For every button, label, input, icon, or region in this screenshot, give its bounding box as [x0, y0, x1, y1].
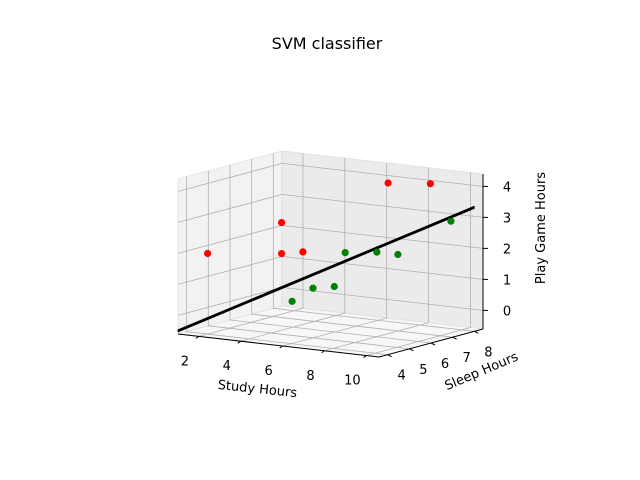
grid-line-y — [273, 307, 475, 332]
y-tick-mark — [409, 348, 414, 352]
x-tick-mark — [363, 355, 367, 358]
x-tick-label: 2 — [181, 354, 189, 369]
grid-line-z — [281, 256, 484, 280]
grid-line-y — [229, 319, 432, 344]
y-tick-label: 5 — [419, 363, 427, 378]
y-tick-mark — [474, 330, 479, 334]
data-point — [330, 282, 338, 291]
data-point — [288, 297, 296, 305]
y-tick-label: 8 — [484, 345, 492, 360]
grid-line-y — [208, 325, 410, 350]
data-point — [394, 250, 402, 259]
decision-surface — [177, 205, 475, 333]
decision-plane — [177, 205, 475, 333]
data-point — [204, 249, 212, 258]
x-tick-mark — [279, 345, 283, 349]
y-tick-label: 7 — [463, 351, 471, 366]
data-points — [204, 179, 455, 305]
x-tick-label: 6 — [265, 364, 273, 379]
grid-line-z — [281, 194, 484, 218]
data-point — [373, 248, 381, 256]
x-tick-mark — [237, 340, 242, 344]
x-tick-mark — [195, 335, 200, 339]
z-tick-label: 2 — [503, 242, 511, 257]
data-point — [299, 248, 307, 256]
data-point — [309, 284, 317, 292]
grid-line-z — [177, 287, 283, 316]
grid-line-y — [186, 331, 388, 356]
data-point — [447, 217, 455, 225]
y-tick-mark — [387, 354, 392, 358]
data-point — [278, 219, 286, 227]
x-tick-label: 10 — [344, 374, 361, 389]
grid-line-z — [281, 225, 484, 249]
x-tick-mark — [321, 350, 325, 354]
axis-lines — [177, 174, 488, 358]
grid-line-z — [281, 163, 484, 187]
z-tick-label: 3 — [503, 211, 511, 226]
grid-lines — [177, 153, 484, 356]
z-axis-label: Play Game Hours — [534, 172, 549, 284]
x-axis-line — [177, 333, 380, 358]
pane-back — [281, 150, 484, 330]
x-tick-label: 4 — [223, 359, 231, 374]
y-axis-label: Sleep Hours — [443, 349, 521, 394]
y-tick-mark — [430, 342, 436, 346]
grid-line-z — [177, 225, 283, 254]
z-tick-label: 4 — [503, 180, 511, 195]
x-tick-label: 8 — [306, 369, 314, 384]
x-axis-label: Study Hours — [217, 378, 298, 401]
y-tick-label: 6 — [441, 357, 449, 372]
axis-panes — [177, 150, 484, 358]
grid-line-z — [177, 194, 283, 223]
data-point — [384, 179, 392, 187]
data-point — [278, 250, 286, 258]
data-point — [426, 180, 434, 188]
z-tick-label: 1 — [503, 273, 511, 288]
grid-line-z — [281, 287, 484, 311]
grid-line-z — [177, 256, 283, 285]
chart-title: SVM classifier — [272, 34, 383, 53]
z-tick-label: 0 — [503, 304, 511, 319]
data-point — [341, 249, 349, 257]
grid-line-z — [177, 163, 283, 192]
grid-line-y — [251, 313, 453, 338]
y-tick-mark — [452, 336, 457, 340]
y-tick-label: 4 — [398, 369, 406, 384]
